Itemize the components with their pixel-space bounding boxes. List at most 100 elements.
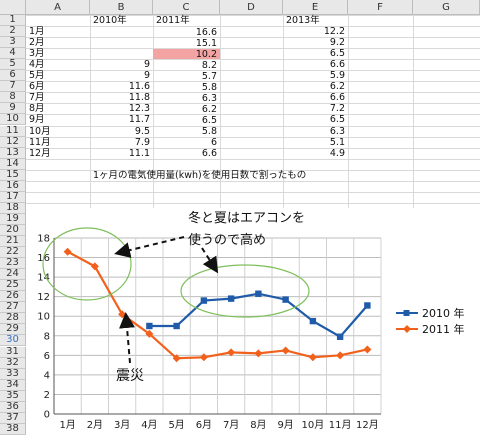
cell-month[interactable]: 2月 (29, 37, 45, 49)
row-header-9[interactable]: 9 (0, 103, 26, 115)
data-point[interactable] (200, 297, 208, 304)
row-header-5[interactable]: 5 (0, 58, 26, 71)
cell-2011[interactable]: 6.3 (201, 92, 217, 104)
cell-2013[interactable]: 5.9 (329, 70, 345, 82)
cell-2013[interactable]: 6.5 (329, 114, 345, 126)
row-header-18[interactable]: 18 (0, 202, 26, 214)
cell-2013[interactable]: 4.9 (329, 147, 345, 159)
row-header-20[interactable]: 20 (0, 224, 26, 236)
cell-2010[interactable]: 12.3 (128, 103, 150, 115)
cell-2011[interactable]: 6.2 (201, 103, 217, 115)
cell-2010[interactable]: 7.9 (134, 136, 150, 148)
cell-2013[interactable]: 12.2 (323, 26, 345, 38)
row-header-29[interactable]: 29 (0, 324, 26, 336)
row-header-28[interactable]: 28 (0, 313, 26, 325)
row-header-13[interactable]: 13 (0, 147, 26, 159)
row-header-3[interactable]: 3 (0, 36, 26, 49)
row-header-19[interactable]: 19 (0, 213, 26, 225)
row-header-22[interactable]: 22 (0, 246, 26, 259)
cell-2013[interactable]: 9.2 (329, 37, 345, 49)
cell-2010[interactable]: 11.6 (128, 81, 150, 93)
row-header-26[interactable]: 26 (0, 290, 26, 303)
cell-month[interactable]: 1月 (29, 26, 45, 38)
row-header-4[interactable]: 4 (0, 47, 26, 60)
cell-2011[interactable]: 6.6 (201, 148, 217, 160)
row-header-6[interactable]: 6 (0, 69, 26, 82)
cell-2013[interactable]: 5.1 (329, 136, 345, 148)
cell-month[interactable]: 7月 (29, 92, 45, 104)
cell-2010[interactable]: 11.8 (128, 92, 150, 104)
row-header-14[interactable]: 14 (0, 158, 26, 170)
data-point[interactable] (146, 322, 153, 330)
row-header-33[interactable]: 33 (0, 368, 26, 380)
cell-2010[interactable]: 9.5 (134, 125, 150, 137)
row-header-37[interactable]: 37 (0, 412, 26, 424)
row-header-36[interactable]: 36 (0, 401, 26, 413)
data-point[interactable] (281, 346, 290, 355)
data-point[interactable] (254, 349, 263, 358)
row-header-7[interactable]: 7 (0, 81, 26, 93)
data-point[interactable] (308, 353, 317, 362)
cell-month[interactable]: 11月 (29, 136, 51, 148)
cell-2011[interactable]: 5.8 (201, 126, 217, 137)
data-point[interactable] (227, 295, 235, 302)
usage-chart[interactable]: 0 2 4 6 8 10 12 14 16 18 1月 2月 3月 4月 5月 6月 7月 8月 9月 10月 11月 1… (26, 208, 480, 441)
cell-2010[interactable]: 11.7 (128, 114, 150, 126)
data-point[interactable] (145, 329, 154, 338)
row-header-10[interactable]: 10 (0, 114, 26, 126)
data-point[interactable] (90, 262, 99, 271)
row-header-31[interactable]: 31 (0, 346, 26, 358)
row-header-27[interactable]: 27 (0, 302, 26, 314)
data-point[interactable] (199, 353, 208, 362)
row-header-15[interactable]: 15 (0, 169, 26, 181)
cell-month[interactable]: 3月 (29, 48, 45, 60)
cell-2013[interactable]: 6.6 (329, 92, 345, 104)
data-point[interactable] (282, 296, 289, 303)
cell-2013[interactable]: 7.2 (329, 103, 345, 115)
cell-2013[interactable]: 6.6 (329, 59, 345, 71)
row-header-23[interactable]: 23 (0, 257, 26, 270)
cell-2011[interactable]: 16.6 (195, 26, 217, 38)
cell-month[interactable]: 6月 (29, 81, 45, 93)
cell-2013[interactable]: 6.5 (329, 48, 345, 60)
cell-2010[interactable] (90, 26, 153, 37)
data-point[interactable] (63, 247, 72, 256)
data-point[interactable] (172, 354, 181, 363)
row-header-35[interactable]: 35 (0, 390, 26, 402)
data-point[interactable] (336, 351, 345, 360)
cell-2010[interactable]: 9 (143, 70, 150, 82)
data-point[interactable] (173, 322, 180, 330)
column-header-f[interactable]: F (348, 0, 413, 15)
row-header-34[interactable]: 34 (0, 379, 26, 391)
column-header-b[interactable]: B (90, 0, 153, 15)
cell-month[interactable]: 4月 (29, 59, 45, 71)
cell-2011[interactable]: 8.2 (201, 59, 217, 71)
column-header-g[interactable]: G (413, 0, 480, 15)
row-header-8[interactable]: 8 (0, 92, 26, 104)
column-header-a[interactable]: A (26, 0, 90, 15)
data-point[interactable] (364, 302, 371, 309)
row-header-24[interactable]: 24 (0, 268, 26, 281)
cell-2011[interactable]: 5.7 (201, 70, 217, 82)
row-header-38[interactable]: 38 (0, 423, 26, 435)
row-header-12[interactable]: 12 (0, 136, 26, 148)
data-point[interactable] (227, 348, 236, 357)
row-header-1[interactable]: 1 (0, 14, 26, 27)
cell-2013[interactable]: 6.2 (329, 81, 345, 93)
corner-cell[interactable] (0, 0, 26, 15)
row-header-21[interactable]: 21 (0, 235, 26, 248)
row-header-17[interactable]: 17 (0, 191, 26, 203)
cell-2010[interactable] (90, 48, 153, 59)
cell-month[interactable]: 12月 (29, 147, 51, 159)
cell-2010[interactable] (90, 37, 153, 48)
cell-2011[interactable]: 6.5 (201, 114, 217, 126)
data-point[interactable] (336, 333, 344, 340)
row-header-25[interactable]: 25 (0, 279, 26, 292)
row-header-16[interactable]: 16 (0, 180, 26, 192)
column-header-e[interactable]: E (283, 0, 348, 15)
cell-month[interactable]: 9月 (29, 114, 45, 126)
data-point[interactable] (363, 345, 372, 354)
cell-2011[interactable]: 10.2 (153, 48, 220, 59)
cell-month[interactable]: 10月 (29, 125, 51, 137)
cell-month[interactable]: 5月 (29, 70, 45, 82)
